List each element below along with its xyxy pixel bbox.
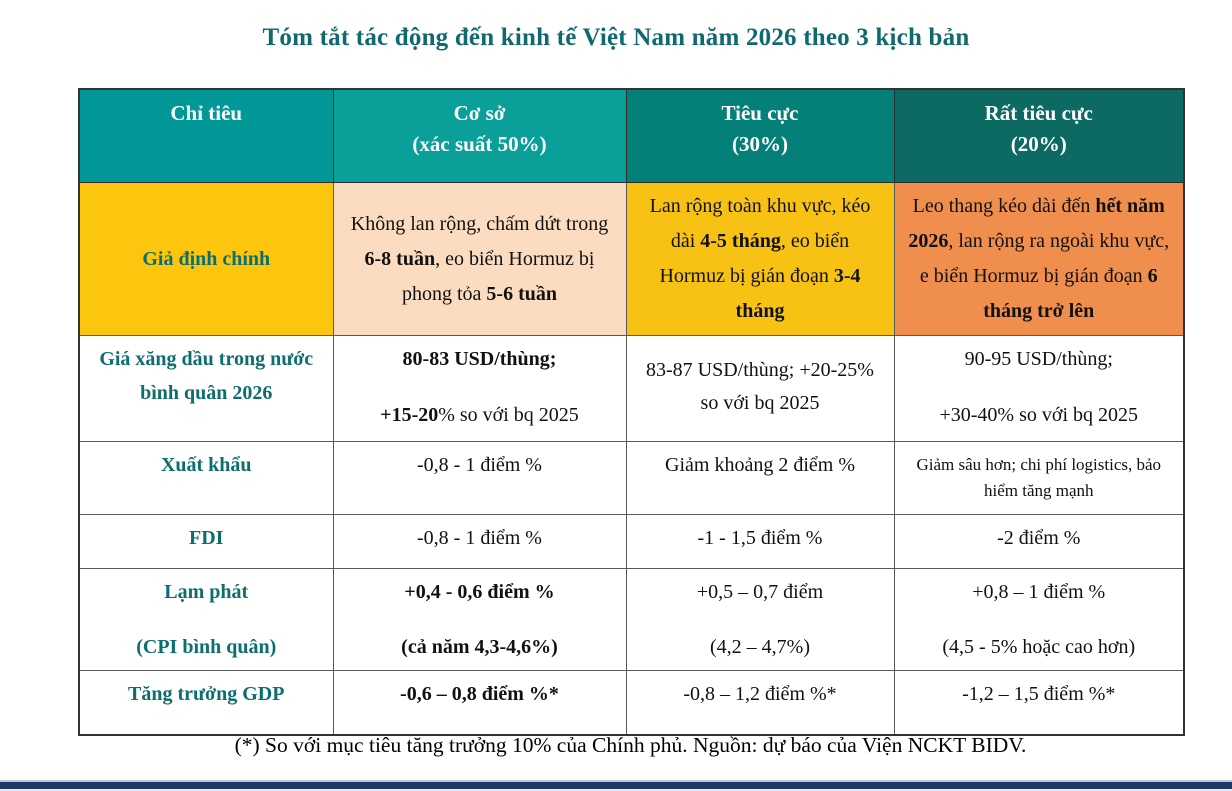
inflation-very-negative-line1: +0,8 – 1 điểm % bbox=[972, 581, 1106, 603]
row-label-lam-phat: Lạm phát (CPI bình quân) bbox=[78, 568, 334, 671]
cell-assumption-base: Không lan rộng, chấm dứt trong 6-8 tuần,… bbox=[332, 182, 627, 336]
row-label-gia-xang-dau: Giá xăng dầu trong nước bình quân 2026 bbox=[78, 335, 334, 442]
export-very-negative-text: Giảm sâu hơn; chi phí logistics, bảo hiể… bbox=[916, 455, 1162, 500]
cell-fdi-base: -0,8 - 1 điểm % bbox=[332, 514, 627, 569]
row-fdi: FDI -0,8 - 1 điểm % -1 - 1,5 điểm % -2 đ… bbox=[78, 514, 1185, 569]
cell-fuel-base: 80-83 USD/thùng; +15-20% so với bq 2025 bbox=[332, 335, 627, 442]
impact-summary-table: Chỉ tiêu Cơ sở (xác suất 50%) Tiêu cực (… bbox=[78, 88, 1185, 736]
header-label-line1: Cơ sở bbox=[453, 101, 506, 125]
cell-inflation-very-negative: +0,8 – 1 điểm % (4,5 - 5% hoặc cao hơn) bbox=[893, 568, 1185, 671]
cell-export-negative: Giảm khoảng 2 điểm % bbox=[625, 441, 895, 515]
page-title: Tóm tắt tác động đến kinh tế Việt Nam nă… bbox=[262, 24, 970, 51]
cell-export-base: -0,8 - 1 điểm % bbox=[332, 441, 627, 515]
fuel-negative-text: 83-87 USD/thùng; +20-25% so với bq 2025 bbox=[646, 359, 874, 414]
inflation-label-line1: Lạm phát bbox=[164, 581, 249, 603]
header-cell-rat-tieu-cuc: Rất tiêu cực (20%) bbox=[893, 88, 1185, 183]
header-cell-tieu-cuc: Tiêu cực (30%) bbox=[625, 88, 895, 183]
inflation-label-line2: (CPI bình quân) bbox=[136, 636, 277, 658]
bottom-divider-bar bbox=[0, 780, 1232, 791]
cell-fdi-negative: -1 - 1,5 điểm % bbox=[625, 514, 895, 569]
row-inflation: Lạm phát (CPI bình quân) +0,4 - 0,6 điểm… bbox=[78, 568, 1185, 671]
fuel-very-negative-line1: 90-95 USD/thùng; bbox=[964, 348, 1113, 370]
row-gdp-growth: Tăng trưởng GDP -0,6 – 0,8 điểm %* -0,8 … bbox=[78, 670, 1185, 736]
row-label-fdi: FDI bbox=[78, 514, 334, 569]
inflation-base-line1: +0,4 - 0,6 điểm % bbox=[404, 581, 555, 603]
cell-export-very-negative: Giảm sâu hơn; chi phí logistics, bảo hiể… bbox=[893, 441, 1185, 515]
header-row: Chỉ tiêu Cơ sở (xác suất 50%) Tiêu cực (… bbox=[78, 88, 1185, 183]
inflation-negative-line1: +0,5 – 0,7 điểm bbox=[696, 581, 824, 603]
inflation-very-negative-line2: (4,5 - 5% hoặc cao hơn) bbox=[942, 636, 1136, 658]
row-fuel-price: Giá xăng dầu trong nước bình quân 2026 8… bbox=[78, 335, 1185, 442]
inflation-negative-line2: (4,2 – 4,7%) bbox=[710, 636, 810, 658]
header-label-line1: Tiêu cực bbox=[721, 101, 799, 125]
cell-gdp-base: -0,6 – 0,8 điểm %* bbox=[332, 670, 627, 736]
inflation-base-line2: (cả năm 4,3-4,6%) bbox=[401, 636, 558, 658]
cell-inflation-base: +0,4 - 0,6 điểm % (cả năm 4,3-4,6%) bbox=[332, 568, 627, 671]
footnote: (*) So với mục tiêu tăng trưởng 10% của … bbox=[234, 733, 1027, 757]
row-assumption: Giả định chính Không lan rộng, chấm dứt … bbox=[78, 182, 1185, 336]
fuel-base-line2: +15-20% so với bq 2025 bbox=[380, 404, 579, 426]
header-label-line2: (30%) bbox=[732, 132, 788, 156]
header-cell-co-so: Cơ sở (xác suất 50%) bbox=[332, 88, 627, 183]
fuel-very-negative-line2: +30-40% so với bq 2025 bbox=[939, 404, 1138, 426]
row-label-gia-dinh-chinh: Giả định chính bbox=[78, 182, 334, 336]
row-label-xuat-khau: Xuất khẩu bbox=[78, 441, 334, 515]
fuel-base-line1: 80-83 USD/thùng; bbox=[402, 348, 557, 370]
row-label-tang-truong-gdp: Tăng trưởng GDP bbox=[78, 670, 334, 736]
cell-fdi-very-negative: -2 điểm % bbox=[893, 514, 1185, 569]
row-export: Xuất khẩu -0,8 - 1 điểm % Giảm khoảng 2 … bbox=[78, 441, 1185, 515]
cell-fuel-negative: 83-87 USD/thùng; +20-25% so với bq 2025 bbox=[625, 335, 895, 442]
cell-fuel-very-negative: 90-95 USD/thùng; +30-40% so với bq 2025 bbox=[893, 335, 1185, 442]
cell-inflation-negative: +0,5 – 0,7 điểm (4,2 – 4,7%) bbox=[625, 568, 895, 671]
header-cell-chi-tieu: Chỉ tiêu bbox=[78, 88, 334, 183]
header-label-line2: (20%) bbox=[1010, 132, 1067, 156]
cell-gdp-negative: -0,8 – 1,2 điểm %* bbox=[625, 670, 895, 736]
cell-assumption-very-negative: Leo thang kéo dài đến hết năm 2026, lan … bbox=[893, 182, 1185, 336]
header-label: Chỉ tiêu bbox=[170, 101, 243, 125]
cell-assumption-negative: Lan rộng toàn khu vực, kéo dài 4-5 tháng… bbox=[625, 182, 895, 336]
cell-gdp-very-negative: -1,2 – 1,5 điểm %* bbox=[893, 670, 1185, 736]
header-label-line1: Rất tiêu cực bbox=[984, 101, 1093, 125]
header-label-line2: (xác suất 50%) bbox=[412, 132, 547, 156]
